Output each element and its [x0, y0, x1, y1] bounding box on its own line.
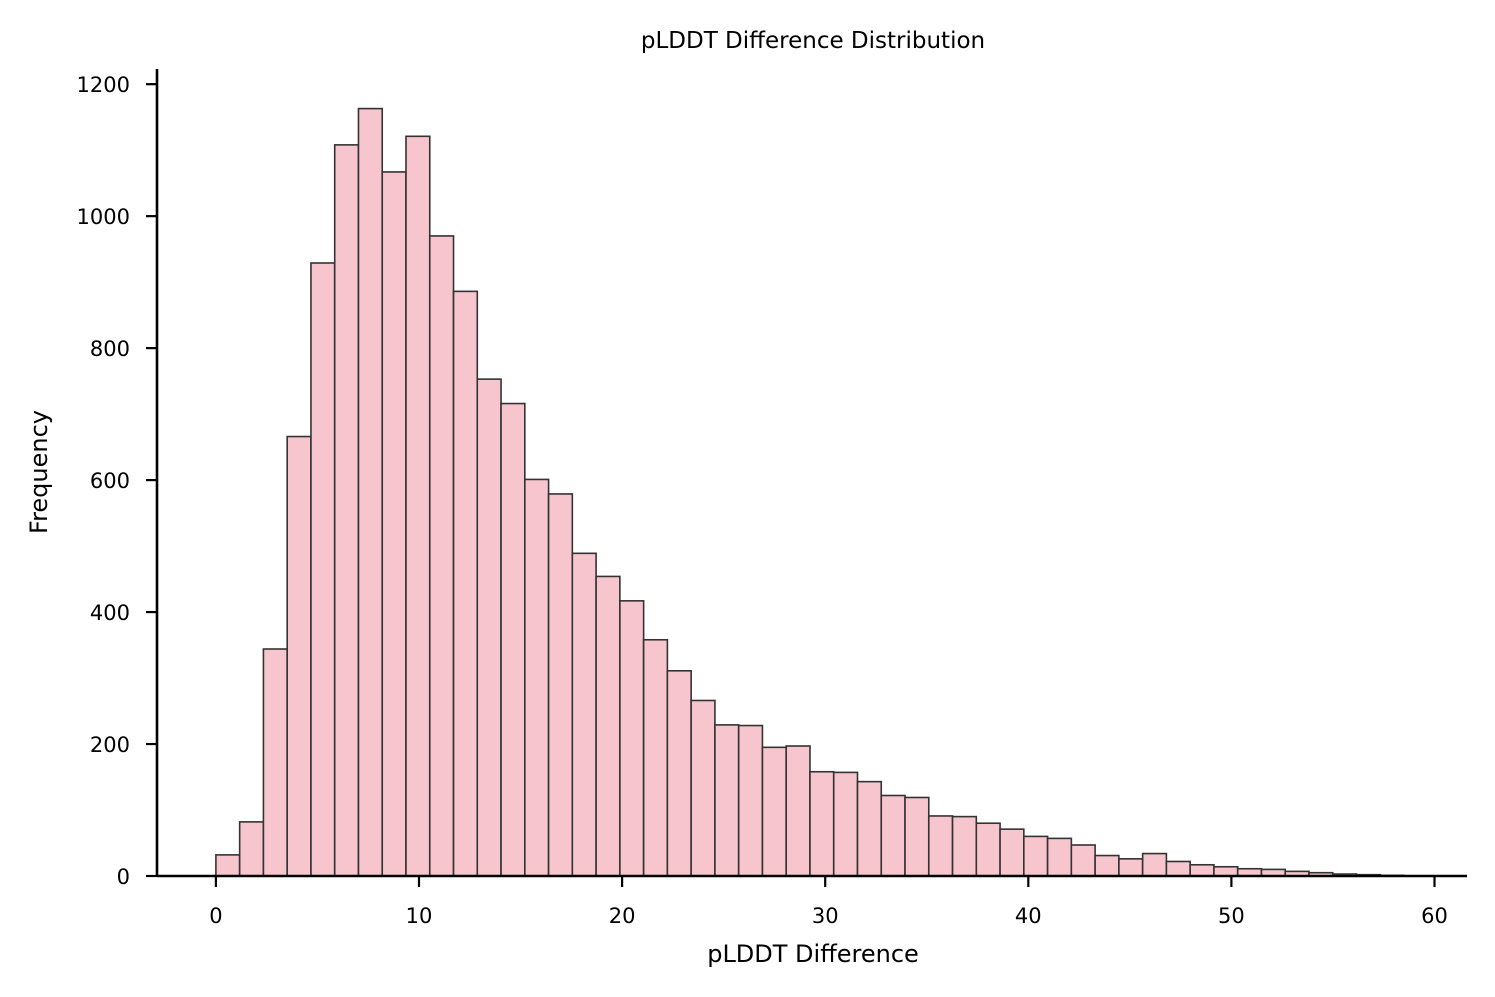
histogram-bar — [333, 144, 360, 877]
y-axis-label: Frequency — [25, 410, 53, 534]
histogram-bar — [1141, 852, 1168, 877]
histogram-bar — [357, 107, 384, 877]
histogram-bar — [927, 815, 954, 877]
y-axis-ticks: 0 200 400 600 800 1000 1200 — [77, 73, 157, 889]
x-tick-label: 0 — [209, 904, 222, 928]
x-tick-label: 20 — [609, 904, 636, 928]
x-tick-label: 40 — [1015, 904, 1042, 928]
histogram-bar — [761, 746, 788, 877]
histogram-bar — [452, 290, 479, 877]
histogram-bar — [571, 552, 597, 877]
histogram-bar — [547, 493, 574, 877]
histogram-bar — [737, 724, 764, 877]
x-axis-label: pLDDT Difference — [707, 940, 919, 968]
histogram-bar — [1189, 863, 1215, 877]
histogram-bar — [832, 771, 859, 877]
histogram-bar — [904, 796, 930, 877]
y-tick-label: 1200 — [77, 73, 130, 97]
histogram-bar — [215, 854, 241, 877]
y-tick-label: 200 — [90, 733, 130, 757]
histogram-bar — [1094, 854, 1120, 877]
chart-title: pLDDT Difference Distribution — [641, 28, 985, 54]
y-tick-label: 0 — [117, 865, 130, 889]
histogram-bar — [428, 235, 455, 877]
histogram-bar — [714, 724, 740, 877]
histogram-bar — [856, 780, 883, 877]
histogram-bar — [476, 378, 502, 877]
histogram-bar — [500, 402, 526, 877]
y-tick-label: 600 — [90, 469, 130, 493]
histogram-bar — [595, 575, 621, 877]
histogram-bar — [238, 821, 265, 877]
x-tick-label: 50 — [1218, 904, 1245, 928]
histogram-bar — [666, 669, 692, 877]
histogram-bar — [262, 648, 288, 877]
histogram-bar — [1118, 858, 1144, 877]
histogram-bar — [999, 828, 1025, 877]
histogram-bar — [310, 262, 336, 877]
histogram-bar — [1070, 844, 1096, 877]
histogram-bar — [1046, 837, 1073, 877]
y-tick-label: 1000 — [77, 205, 130, 229]
histogram-bar — [524, 478, 550, 877]
histogram-bar — [975, 822, 1001, 877]
histogram-bar — [405, 135, 431, 877]
histogram-bar — [286, 435, 312, 877]
histogram-bar — [619, 600, 645, 877]
x-tick-label: 10 — [406, 904, 433, 928]
histogram-bar — [809, 770, 835, 877]
histogram-bar — [1023, 835, 1049, 877]
histogram-bar — [785, 745, 811, 877]
histogram-bar — [1213, 865, 1239, 877]
bars — [215, 107, 1405, 877]
histogram-bar — [642, 638, 669, 877]
y-tick-label: 400 — [90, 601, 130, 625]
x-tick-label: 60 — [1421, 904, 1448, 928]
x-axis-ticks: 0 10 20 30 40 50 60 — [209, 876, 1448, 928]
histogram-bar — [1165, 860, 1191, 877]
histogram-bar — [381, 171, 407, 877]
histogram-bar — [951, 815, 978, 877]
histogram-bar — [690, 699, 716, 877]
x-tick-label: 30 — [812, 904, 839, 928]
y-tick-label: 800 — [90, 337, 130, 361]
histogram-bar — [880, 794, 906, 877]
